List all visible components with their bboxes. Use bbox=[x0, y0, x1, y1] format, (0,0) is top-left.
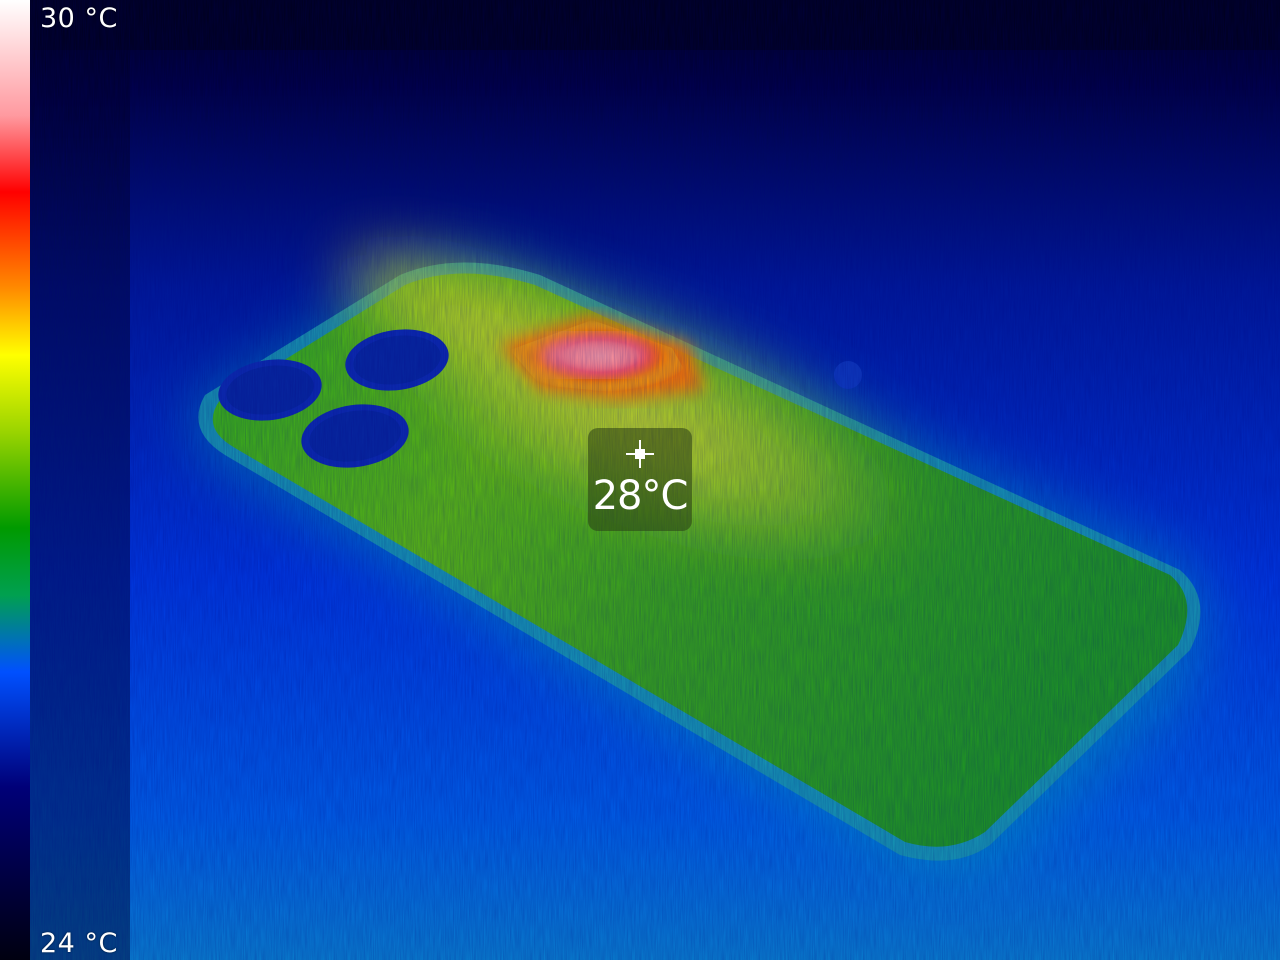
scale-min-label: 24 °C bbox=[40, 928, 118, 959]
temperature-scale-bar bbox=[0, 0, 30, 960]
center-spot-readout: 28°C bbox=[588, 428, 692, 531]
crosshair-icon bbox=[626, 440, 654, 468]
scale-max-label: 30 °C bbox=[40, 3, 118, 34]
spot-temperature-value: 28°C bbox=[592, 473, 689, 519]
